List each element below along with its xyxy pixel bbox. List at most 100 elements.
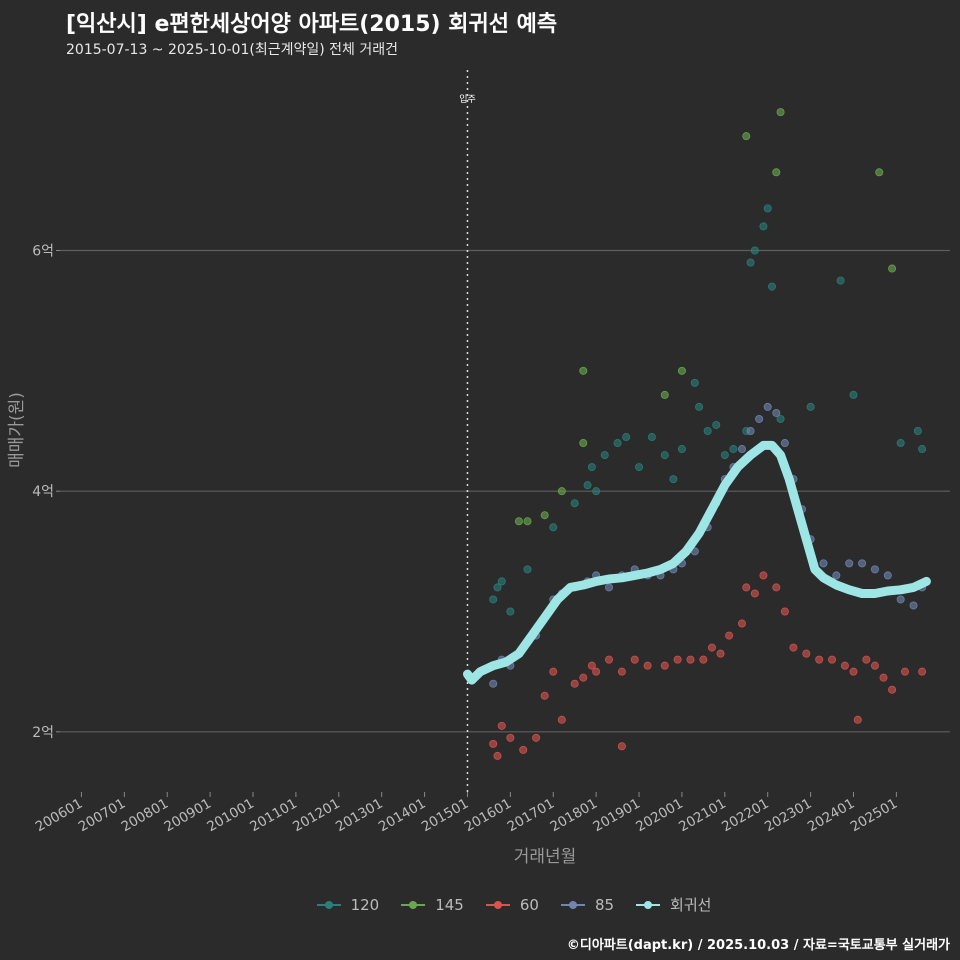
data-point-60: [742, 583, 751, 592]
data-point-60: [570, 679, 579, 688]
data-point-60: [870, 661, 879, 670]
x-tick-label: 202401: [805, 796, 858, 836]
data-point-60: [716, 649, 725, 658]
data-point-60: [519, 745, 528, 754]
data-point-60: [592, 667, 601, 676]
legend-label: 회귀선: [670, 896, 712, 914]
data-point-120: [600, 451, 609, 460]
data-point-60: [686, 655, 695, 664]
data-point-60: [549, 667, 558, 676]
data-point-120: [669, 475, 678, 484]
data-point-85: [845, 559, 854, 568]
data-point-85: [870, 565, 879, 574]
x-axis-title: 거래년월: [514, 847, 577, 867]
data-point-60: [900, 667, 909, 676]
data-point-60: [750, 589, 759, 598]
data-point-120: [592, 487, 601, 496]
data-point-60: [579, 673, 588, 682]
data-point-120: [622, 433, 631, 442]
data-point-60: [862, 655, 871, 664]
data-point-120: [750, 246, 759, 255]
x-tick-label: 201201: [290, 796, 343, 836]
data-point-85: [763, 402, 772, 411]
data-point-120: [489, 595, 498, 604]
data-point-120: [729, 445, 738, 454]
data-point-60: [802, 649, 811, 658]
data-point-60: [840, 661, 849, 670]
data-point-85: [819, 559, 828, 568]
source-credit: ©디아파트(dapt.kr) / 2025.10.03 / 자료=국토교통부 실…: [566, 938, 950, 953]
data-point-145: [660, 390, 669, 399]
data-point-120: [493, 583, 502, 592]
data-point-120: [896, 439, 905, 448]
data-point-120: [613, 439, 622, 448]
data-point-145: [579, 439, 588, 448]
data-point-60: [707, 643, 716, 652]
data-point-85: [737, 445, 746, 454]
data-point-60: [725, 631, 734, 640]
data-point-120: [806, 402, 815, 411]
x-tick-label: 201401: [376, 796, 429, 836]
legend-label: 145: [435, 895, 464, 914]
legend-item: 60: [485, 894, 539, 915]
data-point-85: [883, 571, 892, 580]
data-point-145: [742, 132, 751, 141]
data-point-120: [635, 463, 644, 472]
x-tick-label: 200601: [33, 796, 86, 836]
legend-item: 85: [560, 894, 615, 915]
data-point-145: [514, 517, 523, 526]
data-point-120: [570, 499, 579, 508]
data-point-120: [768, 282, 777, 291]
data-point-120: [763, 204, 772, 213]
data-point-60: [493, 751, 502, 760]
data-point-60: [780, 607, 789, 616]
data-point-60: [853, 715, 862, 724]
legend-label: 120: [350, 895, 380, 914]
x-tick-label: 200801: [119, 796, 172, 836]
data-point-60: [918, 667, 927, 676]
legend-item: 회귀선: [636, 894, 711, 915]
x-tick-label: 202201: [719, 796, 772, 836]
data-point-120: [695, 402, 704, 411]
legend-key: [485, 898, 510, 912]
data-point-85: [896, 595, 905, 604]
data-point-120: [587, 463, 596, 472]
data-point-60: [587, 661, 596, 670]
data-point-120: [918, 445, 927, 454]
data-point-120: [647, 433, 656, 442]
data-point-145: [557, 487, 566, 496]
x-tick-label: 201301: [333, 796, 386, 836]
x-tick-label: 200701: [76, 796, 129, 836]
data-point-60: [617, 742, 626, 751]
data-point-145: [888, 264, 897, 273]
data-point-60: [605, 655, 614, 664]
data-point-120: [913, 426, 922, 435]
data-point-60: [789, 643, 798, 652]
data-point-60: [532, 733, 541, 742]
x-tick-label: 201801: [548, 796, 601, 836]
data-point-120: [836, 276, 845, 285]
legend-key: [401, 898, 426, 912]
data-point-60: [660, 661, 669, 670]
data-point-85: [772, 408, 781, 417]
data-point-60: [737, 619, 746, 628]
legend-key: [316, 898, 341, 912]
y-tick-label: 2억: [32, 725, 54, 741]
legend: 120 145 60 85 회귀선: [0, 894, 960, 915]
x-tick-label: 202101: [676, 796, 729, 836]
legend-label: 85: [594, 895, 615, 914]
legend-key: [636, 898, 661, 912]
data-point-60: [888, 685, 897, 694]
legend-label: 60: [519, 895, 539, 914]
data-point-60: [828, 655, 837, 664]
legend-item: 145: [401, 894, 464, 915]
data-point-85: [755, 414, 764, 423]
data-point-120: [677, 445, 686, 454]
x-tick-label: 202001: [633, 796, 686, 836]
move-in-label: 입주: [459, 93, 476, 105]
data-point-85: [605, 583, 614, 592]
chart-subtitle: 2015-07-13 ~ 2025-10-01(최근계약일) 전체 거래건: [66, 42, 398, 58]
data-point-60: [489, 739, 498, 748]
data-point-120: [549, 523, 558, 532]
